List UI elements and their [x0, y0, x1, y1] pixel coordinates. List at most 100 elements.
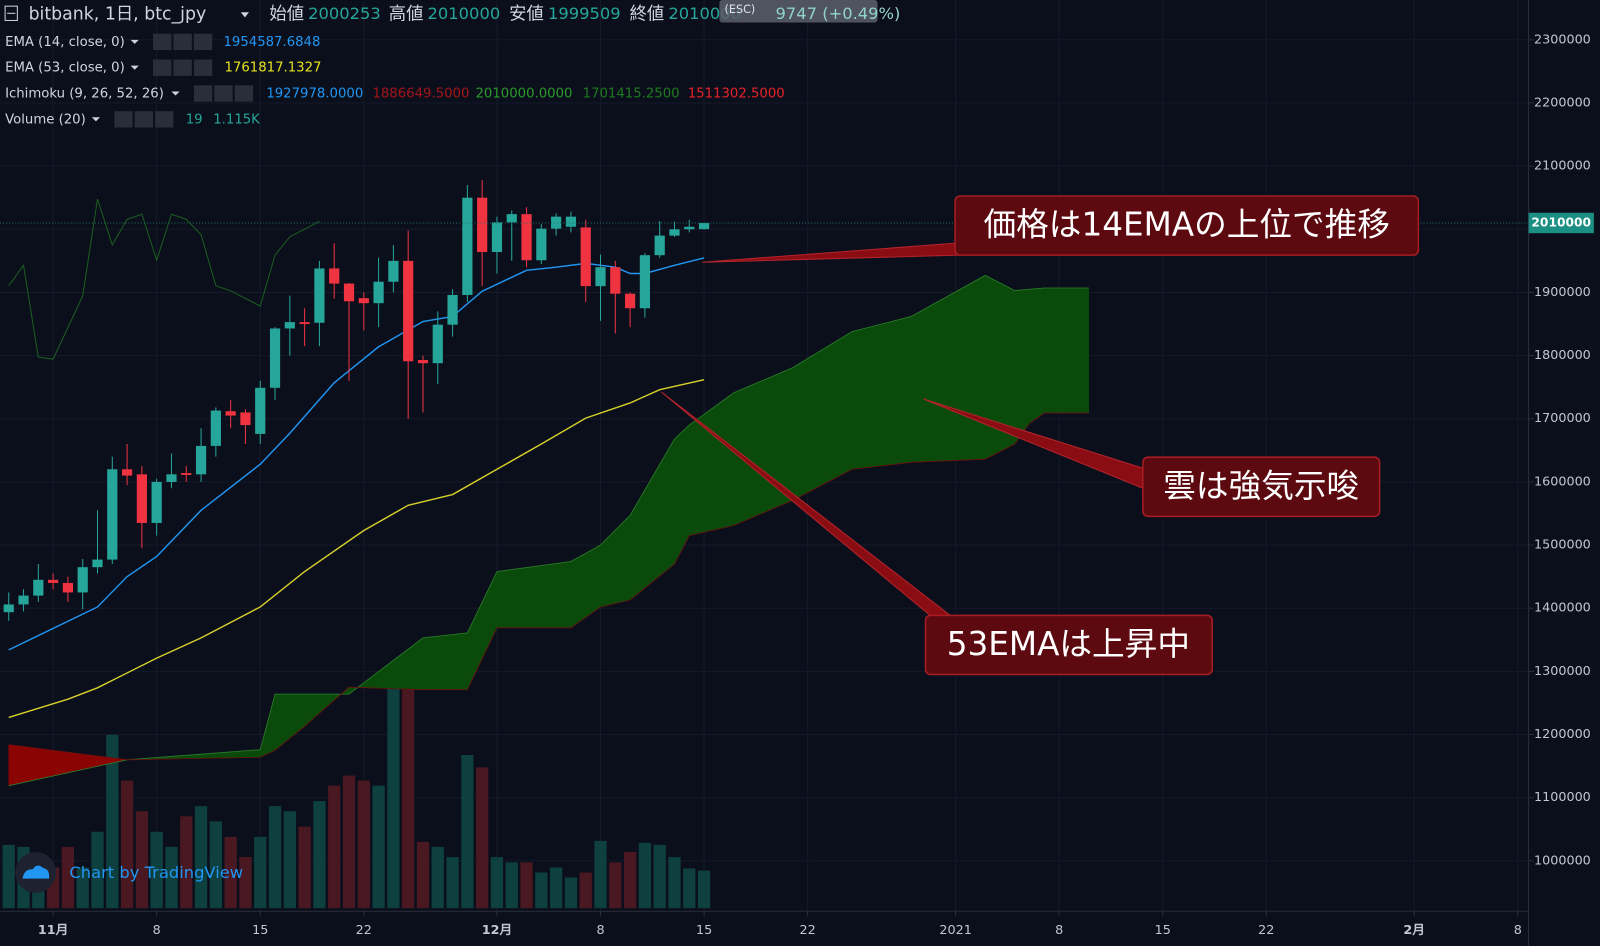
- cloud-segment: [1029, 287, 1045, 424]
- volume-bar: [283, 811, 296, 909]
- cloud-segment: [1044, 287, 1089, 414]
- volume-bar: [697, 870, 711, 909]
- x-tick-label: 15: [1155, 923, 1171, 938]
- volume-bar: [505, 862, 518, 909]
- dropdown-icon[interactable]: [130, 65, 139, 70]
- y-tick-label: 1100000: [1534, 790, 1591, 805]
- candle-body: [639, 255, 651, 309]
- volume-bar: [372, 785, 385, 909]
- indicator-action-icon[interactable]: [173, 59, 192, 76]
- candle-body: [625, 293, 636, 309]
- candle-body: [18, 595, 29, 605]
- indicator-action-icon[interactable]: [193, 33, 213, 51]
- volume-bar: [91, 831, 104, 909]
- callout: 雲は強気示唆: [923, 398, 1381, 518]
- indicator-readout: 1511302.5000: [688, 87, 785, 102]
- x-tick-label: 8: [1055, 923, 1063, 938]
- indicator-readout: 19: [186, 112, 203, 127]
- volume-bar: [387, 678, 400, 909]
- volume-bar: [268, 806, 282, 909]
- indicator-action-icon[interactable]: [155, 111, 174, 128]
- ohlc-label: 安値: [509, 4, 544, 24]
- ema53-line: [8, 379, 705, 719]
- volume-bar: [668, 857, 681, 909]
- callout-box: [1142, 456, 1381, 518]
- indicator-readout: 1701415.2500: [583, 87, 680, 102]
- indicator-readout: 1761817.1327: [224, 61, 321, 76]
- callout-box: [924, 614, 1214, 676]
- x-tick-label: 2021: [939, 923, 971, 938]
- span-a-line: [8, 274, 1089, 787]
- candle-body: [684, 226, 695, 230]
- cloud-segment: [496, 561, 572, 629]
- y-tick-label: 1400000: [1534, 601, 1591, 616]
- volume-bar: [165, 846, 178, 909]
- x-tick-label: 15: [252, 923, 268, 938]
- indicator-readout: 2010000.0000: [476, 87, 573, 102]
- indicator-action-icon[interactable]: [214, 85, 233, 102]
- volume-bar: [535, 872, 548, 909]
- volume-bar: [683, 868, 696, 909]
- collapse-icon[interactable]: [4, 5, 18, 21]
- candle-body: [240, 412, 251, 426]
- dropdown-icon[interactable]: [240, 12, 249, 18]
- candle-body: [225, 411, 236, 416]
- volume-bar: [76, 867, 89, 909]
- volume-bar: [328, 785, 341, 909]
- candle-body: [3, 604, 14, 613]
- indicator-readout: 1927978.0000: [266, 87, 363, 102]
- x-tick-label: 8: [1514, 923, 1522, 938]
- indicator-action-icon[interactable]: [234, 85, 254, 102]
- watermark-logo: [22, 865, 50, 879]
- y-tick-label: 1000000: [1534, 853, 1591, 868]
- y-tick-label: 1700000: [1534, 411, 1591, 426]
- candle-body: [343, 283, 355, 302]
- volume-bar: [2, 844, 15, 909]
- candle-body: [610, 267, 621, 294]
- dropdown-icon[interactable]: [171, 91, 180, 96]
- volume-bar: [194, 806, 208, 909]
- candle-body: [698, 222, 710, 230]
- candle-body: [551, 216, 562, 229]
- candle-body: [595, 267, 606, 287]
- x-tick-label: 11月: [38, 923, 68, 938]
- candle-body: [654, 235, 665, 256]
- indicator-readout: 1.115K: [213, 112, 260, 127]
- volume-bar: [431, 846, 444, 909]
- indicator-action-icon[interactable]: [114, 111, 133, 128]
- volume-bar: [638, 842, 652, 909]
- ohlc-label: 終値: [630, 4, 665, 24]
- indicator-action-icon[interactable]: [134, 111, 154, 128]
- y-tick-label: 2100000: [1534, 159, 1591, 174]
- candle-body: [33, 579, 44, 596]
- y-tick-label: 1800000: [1534, 348, 1591, 363]
- dropdown-icon[interactable]: [91, 117, 100, 122]
- esc-tooltip[interactable]: [719, 0, 878, 23]
- indicator-name: Volume (20): [5, 112, 86, 127]
- volume-bar: [446, 857, 459, 909]
- symbol-title[interactable]: bitbank, 1日, btc_jpy: [29, 4, 207, 24]
- indicator-action-icon[interactable]: [153, 59, 172, 76]
- indicator-action-icon[interactable]: [173, 33, 192, 51]
- indicator-action-icon[interactable]: [153, 33, 172, 51]
- candle-body: [417, 360, 429, 364]
- esc-label[interactable]: (ESC): [724, 3, 755, 16]
- volume-bar: [623, 851, 637, 909]
- dropdown-icon[interactable]: [130, 39, 139, 44]
- candle-body: [48, 579, 59, 583]
- indicator-readout: 1886649.5000: [372, 87, 469, 102]
- indicator-action-icon[interactable]: [193, 59, 213, 76]
- volume-bar: [180, 816, 193, 909]
- candle-body: [181, 473, 192, 475]
- candle-body: [314, 268, 325, 323]
- x-tick-label: 15: [696, 923, 712, 938]
- indicator-action-icon[interactable]: [193, 85, 213, 102]
- cloud-segment: [733, 367, 794, 526]
- y-tick-label: 1200000: [1534, 727, 1591, 742]
- callout-text: 雲は強気示唆: [1163, 467, 1359, 505]
- watermark[interactable]: Chart by TradingView: [69, 863, 243, 882]
- volume-bar: [579, 872, 592, 909]
- volume-bar: [106, 734, 119, 909]
